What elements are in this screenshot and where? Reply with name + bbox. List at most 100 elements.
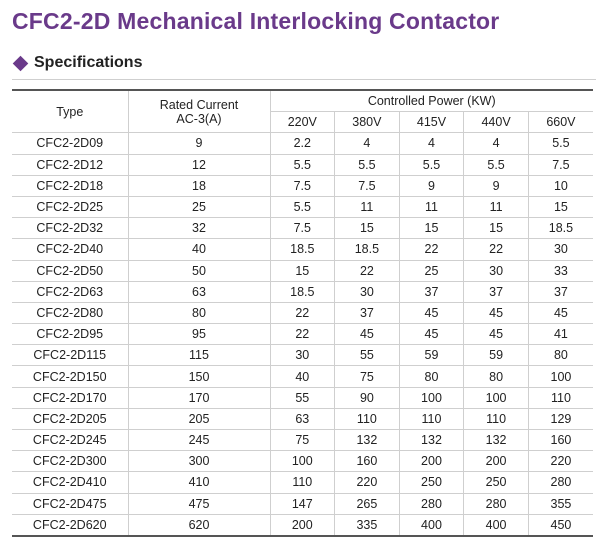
power-cell: 7.5	[270, 175, 336, 197]
rated-current-cell: 12	[128, 154, 271, 176]
type-cell: CFC2-2D170	[12, 387, 129, 409]
power-cell: 5.5	[270, 196, 336, 219]
power-cell: 100	[528, 365, 593, 388]
power-cell: 59	[463, 344, 529, 367]
rated-current-cell: 50	[128, 260, 271, 282]
rated-current-cell: 40	[128, 238, 271, 261]
power-cell: 30	[270, 344, 336, 367]
power-cell: 132	[399, 429, 465, 452]
column-header-rated-current: Rated Current AC-3(A)	[128, 90, 271, 134]
power-cell: 220	[528, 450, 593, 473]
table-body: CFC2-2D09 9 2.2 4 4 4 5.5 CFC2-2D12 12 5.5 5.5 5.5 5…	[12, 132, 593, 537]
power-cell: 33	[528, 260, 593, 282]
power-cell: 30	[528, 238, 593, 261]
table-row: CFC2-2D475 475 147 265 280 280 355	[12, 493, 593, 515]
power-cell: 355	[528, 493, 593, 515]
power-cell: 9	[463, 175, 529, 197]
rated-current-cell: 9	[128, 132, 271, 155]
power-cell: 18.5	[528, 217, 593, 240]
power-cell: 55	[334, 344, 400, 367]
table-row: CFC2-2D40 40 18.5 18.5 22 22 30	[12, 238, 593, 261]
table-row: CFC2-2D25 25 5.5 11 11 11 15	[12, 196, 593, 219]
type-cell: CFC2-2D95	[12, 323, 129, 346]
type-cell: CFC2-2D63	[12, 281, 129, 303]
power-cell: 55	[270, 387, 336, 409]
rated-current-cell: 620	[128, 514, 271, 537]
voltage-header: 220V	[270, 111, 336, 134]
power-cell: 45	[399, 302, 465, 325]
power-cell: 200	[399, 450, 465, 473]
rated-current-cell: 410	[128, 471, 271, 494]
table-row: CFC2-2D170 170 55 90 100 100 110	[12, 387, 593, 409]
power-cell: 400	[399, 514, 465, 537]
power-cell: 22	[463, 238, 529, 261]
power-cell: 132	[334, 429, 400, 452]
power-cell: 40	[270, 365, 336, 388]
rated-current-cell: 205	[128, 408, 271, 431]
type-cell: CFC2-2D80	[12, 302, 129, 325]
power-cell: 5.5	[528, 132, 593, 155]
table-row: CFC2-2D205 205 63 110 110 110 129	[12, 408, 593, 431]
power-cell: 22	[334, 260, 400, 282]
power-cell: 4	[463, 132, 529, 155]
power-cell: 45	[334, 323, 400, 346]
power-cell: 100	[270, 450, 336, 473]
power-cell: 37	[399, 281, 465, 303]
power-cell: 75	[270, 429, 336, 452]
power-cell: 15	[270, 260, 336, 282]
power-cell: 100	[399, 387, 465, 409]
type-cell: CFC2-2D475	[12, 493, 129, 515]
rated-current-cell: 25	[128, 196, 271, 219]
type-cell: CFC2-2D300	[12, 450, 129, 473]
power-cell: 30	[463, 260, 529, 282]
power-cell: 11	[399, 196, 465, 219]
power-cell: 7.5	[270, 217, 336, 240]
page-title: CFC2-2D Mechanical Interlocking Contacto…	[12, 8, 500, 34]
type-cell: CFC2-2D50	[12, 260, 129, 282]
power-cell: 335	[334, 514, 400, 537]
power-cell: 160	[334, 450, 400, 473]
column-header-type: Type	[12, 90, 129, 134]
power-cell: 250	[463, 471, 529, 494]
column-header-controlled-power: Controlled Power (KW)	[270, 90, 593, 113]
power-cell: 129	[528, 408, 593, 431]
rated-current-cell: 63	[128, 281, 271, 303]
power-cell: 30	[334, 281, 400, 303]
rated-current-cell: 18	[128, 175, 271, 197]
power-cell: 2.2	[270, 132, 336, 155]
power-cell: 15	[463, 217, 529, 240]
power-cell: 5.5	[270, 154, 336, 176]
power-cell: 18.5	[270, 238, 336, 261]
type-cell: CFC2-2D410	[12, 471, 129, 494]
power-cell: 4	[334, 132, 400, 155]
power-cell: 7.5	[334, 175, 400, 197]
power-cell: 80	[463, 365, 529, 388]
power-cell: 5.5	[399, 154, 465, 176]
power-cell: 25	[399, 260, 465, 282]
section-label: Specifications	[34, 54, 143, 71]
type-cell: CFC2-2D40	[12, 238, 129, 261]
table-row: CFC2-2D18 18 7.5 7.5 9 9 10	[12, 175, 593, 197]
power-cell: 110	[463, 408, 529, 431]
section-divider	[12, 79, 596, 80]
power-cell: 22	[270, 323, 336, 346]
power-cell: 5.5	[334, 154, 400, 176]
diamond-bullet-icon	[12, 55, 29, 71]
power-cell: 110	[334, 408, 400, 431]
type-cell: CFC2-2D09	[12, 132, 129, 155]
power-cell: 22	[399, 238, 465, 261]
specifications-table: Type Rated Current AC-3(A) Controlled Po…	[12, 89, 593, 537]
rated-current-cell: 300	[128, 450, 271, 473]
power-cell: 15	[528, 196, 593, 219]
power-cell: 280	[528, 471, 593, 494]
type-cell: CFC2-2D18	[12, 175, 129, 197]
table-row: CFC2-2D300 300 100 160 200 200 220	[12, 450, 593, 473]
table-row: CFC2-2D620 620 200 335 400 400 450	[12, 514, 593, 537]
power-cell: 90	[334, 387, 400, 409]
type-cell: CFC2-2D150	[12, 365, 129, 388]
type-cell: CFC2-2D245	[12, 429, 129, 452]
voltage-header: 415V	[399, 111, 465, 134]
power-cell: 45	[528, 302, 593, 325]
power-cell: 11	[463, 196, 529, 219]
type-cell: CFC2-2D205	[12, 408, 129, 431]
